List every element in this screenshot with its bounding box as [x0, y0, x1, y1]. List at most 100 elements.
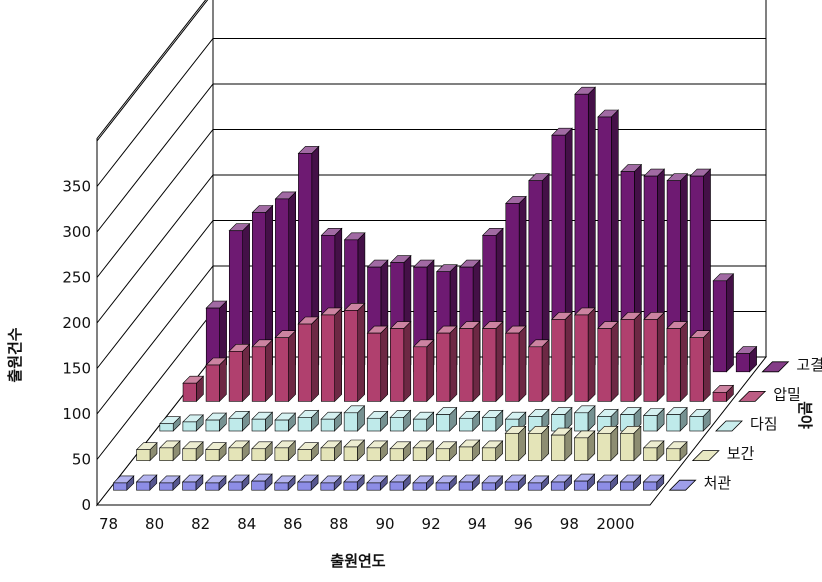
bar-front	[666, 448, 681, 461]
bar-front	[551, 319, 566, 402]
bar	[274, 329, 297, 403]
bar-front	[436, 332, 451, 402]
bar	[251, 204, 274, 373]
bar-front	[228, 447, 243, 461]
bar-front	[274, 447, 289, 461]
bar	[481, 475, 504, 491]
bar-front	[367, 332, 382, 402]
bar	[458, 320, 481, 403]
bar-front	[573, 480, 588, 491]
bar-front	[620, 319, 635, 402]
bar	[527, 475, 550, 491]
series-swatch	[715, 420, 743, 432]
bar-front	[643, 415, 658, 432]
bar	[182, 414, 204, 432]
bar	[689, 408, 711, 432]
bar-front	[505, 432, 519, 461]
series-label: 압밀	[773, 385, 801, 403]
bar	[573, 473, 596, 491]
bar-front	[574, 412, 589, 432]
bar	[297, 316, 320, 403]
bar	[274, 191, 297, 373]
bar-front	[481, 447, 496, 461]
bar	[297, 441, 320, 462]
bar	[435, 406, 458, 432]
bar	[343, 302, 366, 403]
bar-front	[435, 448, 450, 461]
series-swatch	[691, 450, 720, 462]
bar	[181, 474, 204, 491]
bar-side	[311, 316, 319, 403]
gridline	[96, 38, 766, 187]
bar-front	[182, 421, 197, 432]
bar	[412, 440, 435, 462]
series-swatch	[738, 390, 767, 402]
bar-front	[251, 418, 266, 432]
bar-front	[597, 481, 611, 491]
bar	[297, 409, 320, 432]
bar-front	[458, 446, 473, 461]
bar-front	[228, 481, 243, 491]
bar	[389, 474, 412, 491]
series-swatch	[761, 361, 790, 373]
gridline	[96, 83, 766, 233]
bar-side	[380, 325, 389, 403]
bar-front	[251, 480, 266, 491]
y-axis-title: 출원건수	[6, 327, 24, 382]
bar	[205, 412, 228, 432]
bar	[181, 441, 204, 462]
bar-front	[643, 481, 658, 491]
bar	[366, 325, 389, 403]
bar-front	[274, 482, 289, 491]
bar	[504, 425, 527, 462]
bar	[550, 406, 573, 432]
bar	[158, 440, 181, 462]
bar-front	[459, 417, 474, 432]
bar	[481, 409, 504, 432]
bar	[666, 406, 688, 432]
bar-side	[242, 343, 250, 403]
bar-front	[551, 434, 566, 461]
bar	[112, 475, 135, 491]
bar	[458, 439, 481, 462]
x-tick-label: 80	[145, 515, 164, 533]
bar	[204, 475, 227, 491]
bar	[320, 411, 343, 432]
x-tick-label: 84	[237, 515, 256, 533]
bar-front	[482, 328, 497, 402]
bar-front	[689, 416, 704, 432]
y-tick-label: 50	[72, 451, 91, 469]
bar-front	[389, 481, 404, 491]
bar	[343, 474, 365, 491]
bar-front	[389, 448, 404, 461]
bar-front	[320, 482, 335, 491]
bar-side	[633, 311, 642, 403]
bar-side	[472, 320, 481, 403]
bar-front	[389, 417, 404, 432]
bar-front	[712, 280, 727, 373]
bar-front	[574, 437, 589, 461]
x-tick-label: 96	[514, 515, 533, 533]
bar	[435, 441, 458, 462]
bar	[250, 473, 273, 491]
y-tick-label: 250	[62, 269, 91, 287]
bar	[573, 405, 596, 432]
x-tick-label: 98	[560, 515, 579, 533]
chart-labels: 0 50 100 150 200 250 300 350 78 80 82 84 86 88 90 92 94 9…	[62, 178, 822, 534]
bar	[712, 273, 735, 373]
bar-front	[620, 481, 635, 491]
bar	[389, 409, 412, 432]
chart-bars	[112, 86, 758, 491]
y-tick-label: 150	[62, 360, 91, 378]
bar	[596, 425, 619, 462]
bar	[573, 430, 596, 462]
bar	[182, 375, 205, 403]
bar	[574, 86, 597, 373]
bar	[251, 411, 274, 432]
x-tick-label: 94	[468, 515, 487, 533]
bar-front	[274, 419, 289, 432]
bar-front	[182, 382, 197, 402]
bar-front	[136, 481, 151, 491]
bar-front	[320, 314, 335, 402]
bar-side	[610, 320, 619, 403]
